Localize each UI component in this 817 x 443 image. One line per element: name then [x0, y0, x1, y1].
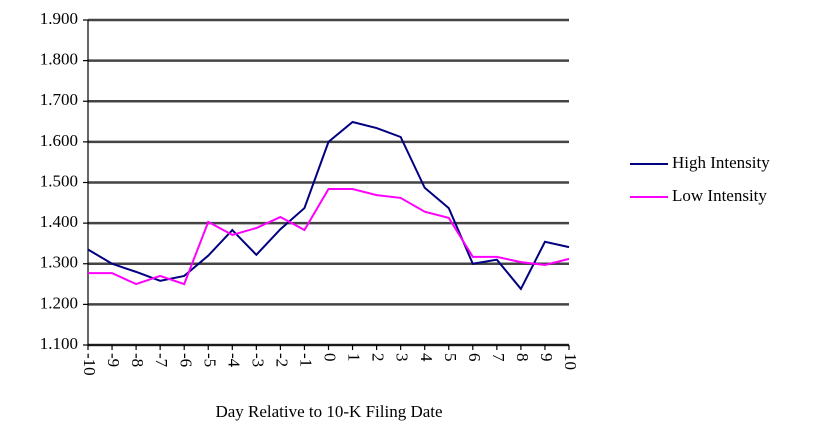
legend-label: Low Intensity — [672, 186, 767, 205]
x-tick-label: 10 — [561, 353, 580, 370]
x-tick-label: 3 — [393, 353, 412, 362]
x-tick-label: 0 — [321, 353, 340, 362]
x-tick-label: 8 — [513, 353, 532, 362]
y-tick-label: 1.900 — [40, 9, 78, 28]
x-tick-label: -7 — [152, 353, 171, 368]
x-tick-label: 9 — [537, 353, 556, 362]
y-tick-label: 1.500 — [40, 171, 78, 190]
x-tick-label: -2 — [272, 353, 291, 367]
x-tick-label: 2 — [369, 353, 388, 362]
x-tick-label: -9 — [104, 353, 123, 367]
y-tick-label: 1.600 — [40, 131, 78, 150]
y-tick-label: 1.200 — [40, 293, 78, 312]
y-tick-label: 1.300 — [40, 253, 78, 272]
x-tick-label: -6 — [176, 353, 195, 367]
x-tick-label: 6 — [465, 353, 484, 362]
x-tick-label: -10 — [80, 353, 99, 376]
y-tick-label: 1.100 — [40, 334, 78, 353]
x-tick-label: 1 — [345, 353, 364, 362]
x-tick-label: 7 — [489, 353, 508, 362]
x-tick-label: -4 — [224, 353, 243, 368]
legend-label: High Intensity — [672, 153, 770, 172]
x-tick-label: -8 — [128, 353, 147, 367]
x-tick-label: 4 — [417, 353, 436, 362]
y-tick-label: 1.400 — [40, 212, 78, 231]
x-tick-label: -5 — [200, 353, 219, 367]
y-tick-label: 1.800 — [40, 50, 78, 69]
y-tick-label: 1.700 — [40, 90, 78, 109]
x-tick-label: -3 — [248, 353, 267, 367]
x-tick-label: 5 — [441, 353, 460, 362]
line-series — [88, 188, 570, 286]
x-axis-title: Day Relative to 10-K Filing Date — [215, 402, 442, 421]
x-tick-label: -1 — [297, 353, 316, 367]
